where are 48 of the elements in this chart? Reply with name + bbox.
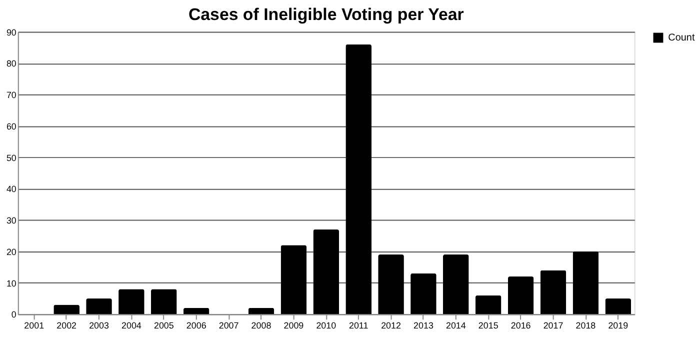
y-tick-label: 10 — [6, 278, 16, 288]
x-tick-label: 2017 — [543, 320, 564, 331]
x-tick-label: 2005 — [154, 320, 174, 331]
bar — [118, 289, 144, 314]
bar — [183, 308, 210, 314]
x-tick-label: 2019 — [608, 320, 628, 331]
bar — [86, 298, 112, 314]
bar — [150, 289, 177, 314]
x-tick-label: 2007 — [218, 320, 239, 331]
x-tick-label: 2001 — [24, 320, 44, 331]
x-tick-label: 2013 — [414, 320, 434, 331]
bar — [410, 273, 436, 314]
x-tick-label: 2010 — [316, 320, 336, 331]
x-tick-label: 2004 — [122, 320, 142, 331]
x-tick-label: 2006 — [186, 320, 206, 331]
x-tick-label: 2009 — [284, 320, 304, 331]
x-tick-label: 2014 — [446, 320, 466, 331]
y-tick-label: 0 — [11, 310, 16, 320]
bar — [540, 270, 566, 314]
x-tick-label: 2011 — [348, 320, 368, 331]
bar — [378, 254, 404, 314]
bar — [280, 245, 307, 314]
x-tick-label: 2002 — [56, 320, 77, 331]
legend-label: Count — [668, 32, 695, 44]
y-tick-label: 70 — [6, 90, 16, 100]
x-tick-label: 2018 — [576, 320, 596, 331]
y-tick-label: 60 — [6, 121, 16, 132]
x-tick-label: 2015 — [478, 320, 498, 331]
chart-title: Cases of Ineligible Voting per Year — [188, 4, 464, 24]
y-tick-label: 20 — [6, 246, 16, 257]
y-tick-label: 80 — [6, 58, 16, 69]
bar — [54, 304, 80, 314]
y-tick-label: 50 — [6, 152, 16, 163]
bar — [442, 254, 469, 314]
x-tick-label: 2016 — [510, 320, 531, 331]
x-tick-label: 2012 — [381, 320, 401, 331]
bar — [346, 44, 372, 314]
y-tick-label: 90 — [6, 27, 16, 38]
bar — [248, 308, 274, 314]
y-tick-label: 40 — [6, 184, 16, 194]
bar — [475, 295, 502, 314]
y-tick-label: 30 — [6, 216, 16, 226]
x-tick-label: 2008 — [251, 320, 272, 331]
bar — [508, 276, 534, 314]
bar — [605, 298, 632, 314]
bar — [313, 229, 340, 314]
bar — [572, 251, 599, 314]
x-tick-label: 2003 — [89, 320, 109, 331]
